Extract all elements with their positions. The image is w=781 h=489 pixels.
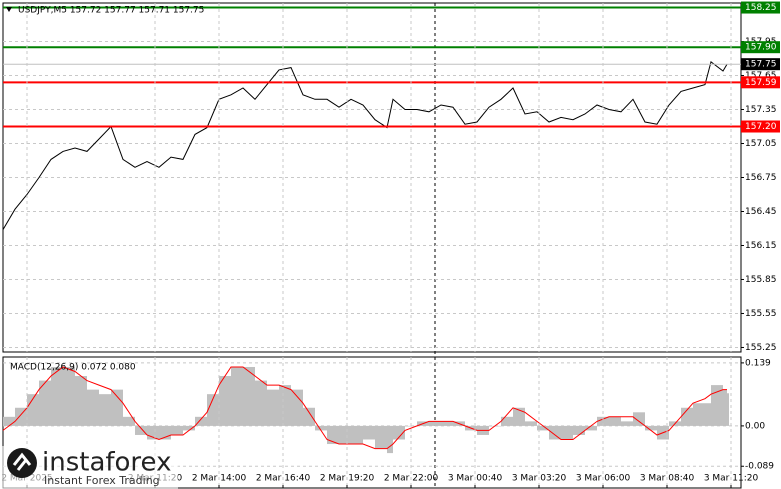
y-tick-label: 156.75 [745, 173, 777, 183]
histogram-bar [693, 403, 705, 426]
y-tick-label: 155.55 [745, 309, 777, 319]
histogram-bar [387, 425, 393, 454]
histogram-bar [291, 389, 303, 426]
histogram-bar [705, 403, 711, 426]
histogram-bar [441, 421, 453, 426]
histogram-bar [51, 366, 63, 426]
level-label-box [741, 41, 780, 54]
y-tick-label: 155.25 [745, 343, 777, 353]
x-tick-label: 3 Mar 00:40 [448, 474, 503, 484]
y-tick-label: 157.35 [745, 105, 777, 115]
histogram-bar [135, 425, 147, 435]
level-label: 157.90 [745, 43, 777, 53]
level-label-box [741, 1, 780, 14]
level-label: 157.59 [745, 78, 777, 88]
logo-brand: instaforex [42, 448, 171, 478]
y-tick-label: -0.089 [745, 462, 774, 472]
histogram-bar [573, 425, 585, 435]
logo-mark [12, 452, 32, 471]
logo: instaforex Instant Forex Trading [0, 446, 178, 489]
histogram-bar [711, 385, 723, 426]
histogram-bar [267, 389, 279, 426]
level-label-box [741, 76, 780, 89]
histogram-bar [405, 425, 417, 427]
level-label: 157.20 [745, 122, 777, 132]
histogram-bar [501, 416, 513, 426]
histogram-bar [99, 394, 111, 426]
x-tick-label: 3 Mar 08:40 [640, 474, 695, 484]
histogram-bar [597, 416, 609, 426]
signal-line [2, 366, 727, 450]
histogram-bar [315, 425, 327, 431]
histogram-bar [15, 407, 27, 426]
y-tick-label: 156.45 [745, 207, 777, 217]
current-price-box [741, 58, 780, 71]
histogram-bar [525, 421, 537, 426]
histogram-bar [207, 394, 219, 426]
histogram-bar [183, 425, 195, 431]
histogram-bar [279, 385, 291, 426]
histogram-bar [327, 425, 339, 445]
level-label: 158.25 [745, 3, 777, 13]
histogram-bar [195, 416, 207, 426]
histogram-bar [303, 407, 315, 426]
histogram-bar [585, 425, 597, 431]
level-label-box [741, 120, 780, 133]
histogram-bar [609, 416, 621, 426]
histogram-bar [171, 425, 183, 435]
histogram-bar [681, 407, 693, 426]
histogram-bar [351, 425, 363, 445]
histogram-bar [633, 412, 645, 426]
histogram-bar [727, 393, 729, 426]
histogram-bar [549, 425, 561, 440]
logo-slogan: Instant Forex Trading [44, 474, 160, 487]
histogram-bar [621, 421, 633, 426]
x-tick-label: 2 Mar 14:00 [192, 474, 247, 484]
y-tick-label: 157.65 [745, 71, 777, 81]
price-title: USDJPY,M5 157.72 157.77 157.71 157.75 [18, 6, 204, 16]
histogram-bar [513, 407, 525, 426]
histogram-bar [537, 425, 549, 431]
histogram-bar [645, 425, 657, 431]
y-tick-label: 0.139 [745, 358, 771, 368]
y-tick-label: 0.00 [745, 421, 765, 431]
histogram-bar [723, 389, 727, 426]
x-tick-label: 2 Mar 22:00 [384, 474, 439, 484]
y-tick-label: 155.85 [745, 275, 777, 285]
histogram-bar [63, 366, 75, 426]
histogram-bar [393, 425, 405, 440]
macd-title: MACD(12,26,9) 0.072 0.080 [10, 363, 136, 373]
histogram-bar [243, 366, 255, 426]
price-line [2, 61, 728, 230]
x-tick-label: 2 Mar 16:40 [256, 474, 311, 484]
histogram-bar [111, 389, 123, 426]
histogram-bar [375, 425, 387, 449]
x-tick-label: 3 Mar 11:20 [704, 474, 759, 484]
histogram-bar [123, 416, 135, 426]
x-tick-label: 3 Mar 06:00 [576, 474, 631, 484]
histogram-bar [363, 425, 375, 440]
histogram-bar [87, 389, 99, 426]
histogram-bar [561, 425, 573, 440]
title-arrow [6, 7, 12, 12]
histogram-bar [27, 394, 39, 426]
y-tick-label: 156.15 [745, 241, 777, 251]
histogram-bar [39, 380, 51, 426]
histogram-bar [219, 376, 231, 426]
histogram-bar [75, 376, 87, 426]
histogram-bar [339, 425, 351, 445]
histogram-bar [255, 380, 267, 426]
y-tick-label: 157.05 [745, 139, 777, 149]
histogram-bar [429, 421, 441, 426]
histogram-bar [231, 366, 243, 426]
x-tick-label: 2 Mar 19:20 [320, 474, 375, 484]
histogram-bar [3, 416, 15, 426]
x-tick-label: 3 Mar 03:20 [512, 474, 567, 484]
current-price-label: 157.75 [745, 60, 777, 70]
